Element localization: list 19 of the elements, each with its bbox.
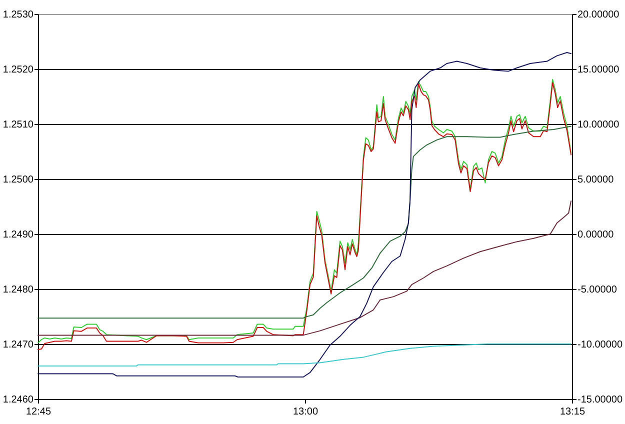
x-tick-label: 13:00 xyxy=(292,406,318,418)
y-tick-label: 1.2480 xyxy=(2,284,34,296)
y-tick-label: 1.2510 xyxy=(2,120,34,130)
y2-tick-label: -5.00000 xyxy=(578,284,618,296)
y2-tick-label: -15.00000 xyxy=(578,394,623,406)
y-tick-label: 1.2460 xyxy=(2,394,34,406)
y-tick-label: 1.2490 xyxy=(2,230,34,240)
x-tick-label: 13:15 xyxy=(560,406,586,418)
y2-tick-label: 5.00000 xyxy=(578,174,614,186)
y2-tick-label: 20.00000 xyxy=(578,10,620,20)
y2-tick-label: 10.00000 xyxy=(578,120,620,130)
y-tick-label: 1.2500 xyxy=(2,174,34,186)
y2-tick-label: -10.00000 xyxy=(578,340,623,350)
y2-tick-label: 15.00000 xyxy=(578,64,620,76)
y2-tick-label: 0.00000 xyxy=(578,230,614,240)
y-tick-label: 1.2470 xyxy=(2,340,34,350)
y-tick-label: 1.2530 xyxy=(2,10,34,20)
y-tick-label: 1.2520 xyxy=(2,64,34,76)
x-tick-label: 12:45 xyxy=(26,406,52,418)
